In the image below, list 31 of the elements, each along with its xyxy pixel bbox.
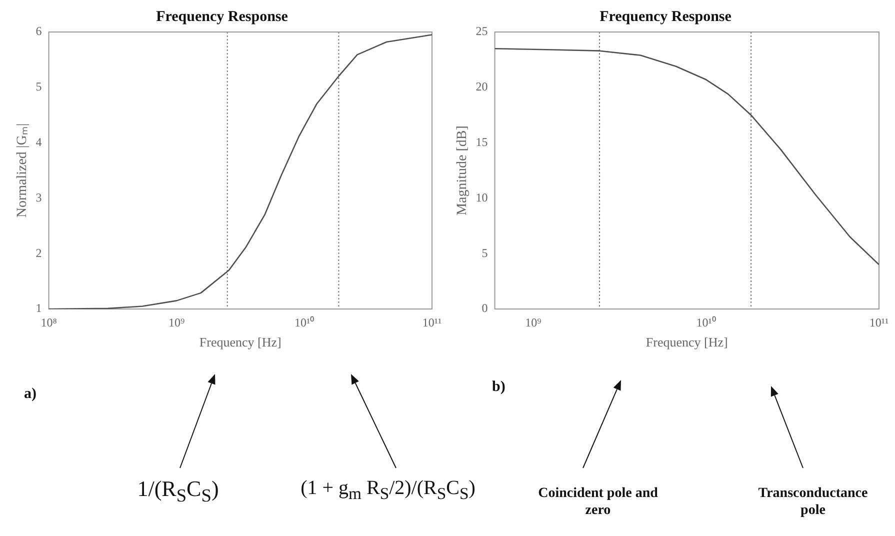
y-tick-label: 20 [476,80,488,94]
x-tick-label: 10⁹ [525,315,542,330]
chart-title: Frequency Response [600,8,732,25]
text: a) [24,385,38,403]
chart-title: Frequency Response [156,8,288,25]
text: Coincident pole and zero [537,486,659,520]
text: b) [492,378,506,396]
x-tick-label: 10¹⁰ [294,315,314,330]
x-tick-label: 10¹⁰ [696,315,716,330]
y-tick-label: 6 [36,24,42,38]
text: (1 + g$_{m}$ R$_{S}$/2)/(R$_{S}$C$_{S}$) [300,477,476,503]
y-axis-title: Normalized |Gₘ| [15,123,30,218]
y-tick-label: 25 [476,24,488,38]
y-tick-label: 15 [476,134,488,149]
x-tick-label: 10⁸ [40,315,57,330]
text: Transconductance pole [757,486,869,520]
y-tick-label: 4 [36,134,42,149]
y-tick-label: 3 [36,190,42,204]
x-tick-label: 10¹¹ [422,315,442,330]
x-axis-title: Frequency [Hz] [199,334,282,350]
y-tick-label: 1 [36,301,42,316]
y-tick-label: 5 [482,246,488,260]
y-tick-label: 5 [36,80,42,94]
x-tick-label: 10⁹ [168,315,185,330]
x-axis-title: Frequency [Hz] [646,334,728,350]
y-tick-label: 10 [476,190,488,204]
y-tick-label: 2 [36,246,42,260]
text: 1/(R$_{S}$C$_{S}$) [136,476,220,508]
y-tick-label: 0 [482,301,488,316]
x-tick-label: 10¹¹ [869,315,889,330]
y-axis-title: Magnitude [dB] [455,126,470,216]
